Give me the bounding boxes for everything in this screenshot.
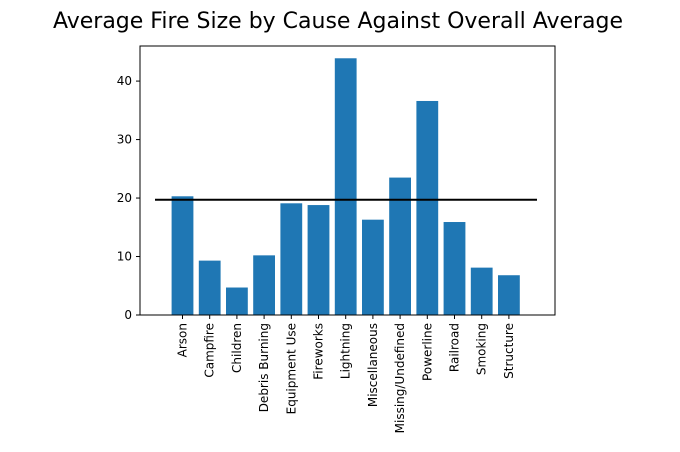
plot-frame	[139, 45, 556, 316]
x-tick-label: Railroad	[448, 323, 462, 372]
x-tick-label: Structure	[502, 323, 516, 379]
x-tick-label: Campfire	[203, 323, 217, 378]
x-tick-label: Children	[230, 323, 244, 373]
x-tick-label: Arson	[176, 323, 190, 357]
x-tick-label: Fireworks	[312, 323, 326, 380]
y-tick-label: 0	[124, 308, 132, 322]
bar-lightning	[334, 58, 357, 315]
x-tick-label: Lightning	[339, 323, 353, 379]
bar-railroad	[443, 222, 466, 315]
y-axis: 0 10 20 30 40	[117, 74, 140, 322]
y-tick-label: 10	[117, 250, 132, 264]
x-tick-label: Smoking	[475, 323, 489, 375]
bar-equipment-use	[280, 203, 303, 315]
y-tick-label: 20	[117, 191, 132, 205]
bar-smoking	[470, 267, 493, 315]
x-tick-label: Miscellaneous	[366, 323, 380, 407]
chart-title: Average Fire Size by Cause Against Overa…	[53, 9, 623, 34]
y-tick-label: 30	[117, 133, 132, 147]
bar-missing-undefined	[389, 177, 411, 315]
bars	[171, 58, 520, 315]
x-axis: Arson Campfire Children Debris Burning Equip…	[176, 315, 516, 433]
bar-debris-burning	[253, 255, 275, 315]
bar-miscellaneous	[362, 219, 384, 315]
x-tick-label: Debris Burning	[257, 323, 271, 412]
bar-campfire	[198, 260, 221, 315]
x-tick-label: Equipment Use	[284, 323, 298, 414]
x-tick-label: Powerline	[420, 323, 434, 381]
bar-structure	[498, 275, 520, 315]
x-tick-label: Missing/Undefined	[393, 323, 407, 433]
bar-fireworks	[307, 205, 330, 315]
bar-powerline	[416, 100, 439, 315]
bar-children	[226, 287, 248, 315]
y-tick-label: 40	[117, 74, 132, 88]
bar-arson	[171, 196, 194, 315]
